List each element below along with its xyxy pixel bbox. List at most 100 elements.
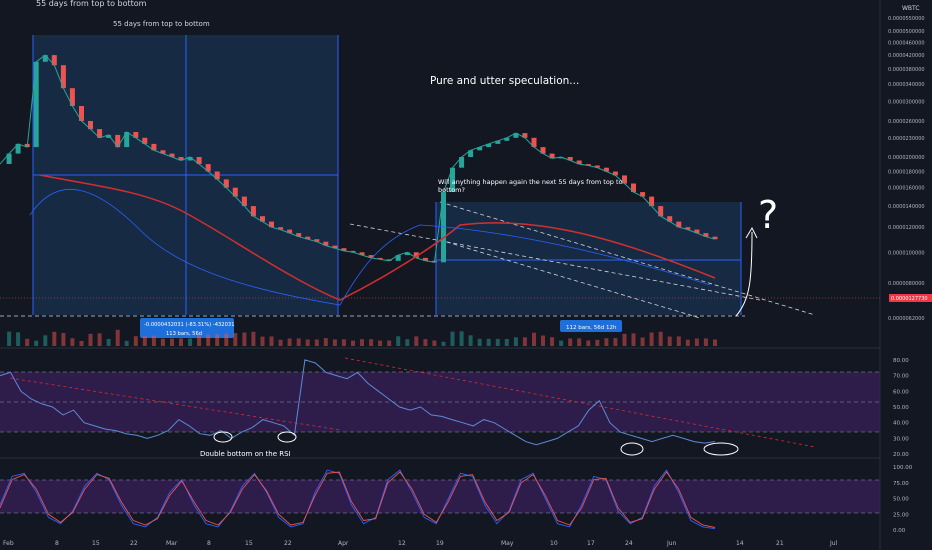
price-candle — [115, 134, 121, 148]
price-candle — [187, 157, 193, 161]
volume-bar — [34, 340, 39, 346]
price-candle — [350, 250, 356, 253]
volume-bar — [432, 340, 437, 346]
rsi-series-line — [0, 359, 716, 446]
volume-bar — [179, 338, 183, 346]
price-axis-tick: 0.0000230000 — [888, 136, 925, 142]
price-candle — [477, 147, 483, 151]
price-axis-tick: 0.0000180000 — [888, 170, 925, 176]
volume-bar — [197, 335, 202, 346]
price-candle — [413, 252, 419, 258]
volume-bar — [52, 331, 57, 346]
price-candle — [169, 153, 175, 157]
price-candle — [79, 106, 84, 121]
range-box-2[interactable] — [436, 202, 741, 315]
volume-bar — [360, 339, 364, 346]
stoch-axis-tick: 75.00 — [893, 481, 909, 487]
volume-bar — [577, 338, 582, 346]
rsi-axis-tick: 70.00 — [893, 374, 909, 380]
time-axis-label: 24 — [625, 540, 633, 547]
price-axis-tick: 0.0000100000 — [888, 250, 925, 256]
time-axis-label: 8 — [55, 540, 59, 547]
volume-bar — [532, 332, 536, 346]
price-candle — [712, 236, 718, 240]
range-box-1-info-label — [140, 318, 234, 338]
price-candle — [341, 248, 347, 251]
price-candle — [42, 55, 48, 62]
price-axis-tick: 0.0000200000 — [888, 155, 925, 161]
price-candle — [422, 257, 428, 261]
volume-bar — [88, 333, 93, 346]
price-candle — [640, 192, 646, 197]
time-axis-label: 22 — [284, 540, 292, 547]
symbol-label: WBTC — [902, 5, 920, 12]
price-candle — [205, 164, 211, 172]
price-axis-tick: 0.0000550000 — [888, 16, 925, 22]
price-candle — [287, 229, 293, 234]
price-candle — [558, 157, 564, 159]
volume-bar — [170, 338, 174, 346]
stoch-axis-tick: 25.00 — [893, 512, 909, 518]
volume-bar — [649, 332, 654, 346]
volume-bar — [224, 333, 229, 346]
price-candle — [549, 153, 555, 159]
volume-bar — [631, 333, 636, 346]
question-note-line2: bottom? — [438, 186, 465, 194]
price-axis-tick: 0.0000300000 — [888, 99, 925, 105]
price-candle — [69, 88, 75, 106]
volume-bar — [568, 338, 573, 346]
volume-bar — [341, 339, 346, 346]
price-candle — [576, 160, 582, 165]
price-candle — [649, 196, 655, 207]
volume-bar — [351, 340, 355, 346]
rsi-axis-tick: 40.00 — [893, 421, 909, 427]
header-title: 55 days from top to bottom — [36, 0, 147, 8]
volume-bar — [459, 331, 464, 346]
price-candle — [314, 239, 320, 242]
range-box-1-info-line2: 113 bars, 56d — [166, 331, 202, 337]
volume-bar — [25, 338, 30, 346]
time-axis-label: 8 — [207, 540, 211, 547]
volume-bar — [323, 338, 328, 346]
price-candle — [594, 165, 600, 168]
price-candle — [178, 157, 184, 161]
rsi-trendline-1 — [9, 377, 341, 431]
price-candle — [142, 137, 148, 144]
price-candle — [631, 183, 636, 193]
price-candle — [658, 206, 664, 217]
rsi-axis-tick: 50.00 — [893, 405, 909, 411]
hand-drawn-arrow — [735, 231, 753, 317]
volume-bar — [595, 339, 600, 346]
rsi-axis-tick: 30.00 — [893, 436, 909, 442]
volume-bar — [43, 335, 48, 346]
rsi-band — [0, 372, 880, 432]
rsi-axis-tick: 80.00 — [893, 358, 909, 364]
price-candle — [585, 164, 591, 166]
price-axis-tick: 0.0000160000 — [888, 186, 925, 192]
volume-bar — [550, 337, 555, 346]
volume-bar — [387, 340, 392, 346]
volume-bar — [287, 338, 292, 346]
price-candle — [133, 132, 139, 138]
volume-bar — [142, 335, 147, 346]
price-candle — [386, 259, 392, 261]
moving-average-red — [39, 174, 716, 301]
volume-bar — [676, 336, 681, 346]
volume-bar — [414, 336, 419, 346]
price-candle — [603, 167, 609, 172]
volume-bar — [468, 335, 473, 346]
price-axis-tick: 0.0000340000 — [888, 82, 925, 88]
volume-bar — [495, 338, 500, 346]
volume-bar — [504, 339, 509, 346]
price-candle — [88, 121, 93, 130]
channel-top-line — [439, 201, 816, 316]
volume-bar — [16, 332, 21, 346]
price-axis-tick: 0.0000062000 — [888, 316, 925, 322]
price-candle — [368, 255, 374, 258]
price-axis: 0.0000550000 0.0000500000 0.0000460000 0.00… — [888, 16, 925, 322]
volume-bar — [613, 338, 618, 346]
volume-bar — [233, 333, 238, 346]
price-candle — [124, 132, 130, 148]
volume-bar — [522, 337, 527, 346]
